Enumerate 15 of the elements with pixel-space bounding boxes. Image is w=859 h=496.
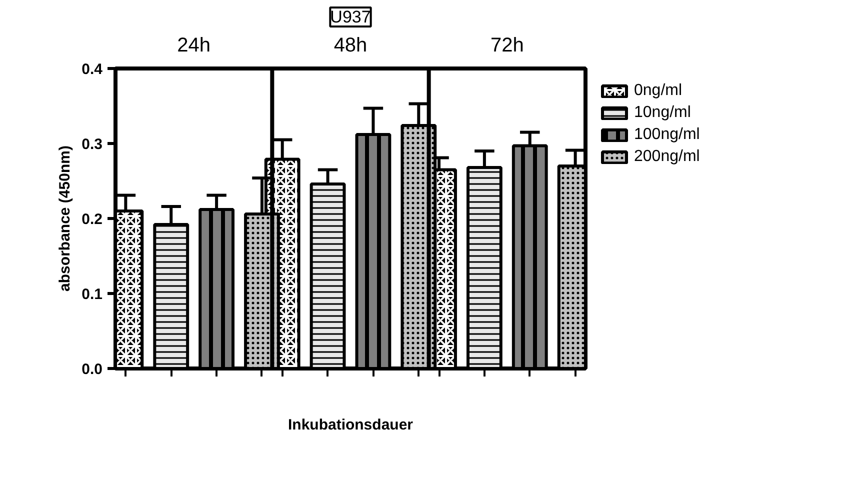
legend-label: 10ng/ml xyxy=(634,104,691,122)
chart-title: U937 xyxy=(330,8,371,26)
legend-label: 0ng/ml xyxy=(634,82,682,100)
y-tick-label: 0.2 xyxy=(82,211,103,228)
x-axis-title: Inkubationsdauer xyxy=(288,416,414,434)
legend-label: 100ng/ml xyxy=(634,126,700,144)
legend-label: 200ng/ml xyxy=(634,148,700,166)
y-tick-label: 0.1 xyxy=(82,286,103,303)
y-tick-label: 0.3 xyxy=(82,136,103,153)
x-tick-label: 72h xyxy=(490,34,524,56)
y-axis-title: absorbance (450nm) xyxy=(56,146,74,292)
x-tick-label: 48h xyxy=(334,34,368,56)
y-tick-label: 0.0 xyxy=(82,361,103,378)
y-tick-label: 0.4 xyxy=(82,61,104,78)
x-tick-label: 24h xyxy=(177,34,211,56)
